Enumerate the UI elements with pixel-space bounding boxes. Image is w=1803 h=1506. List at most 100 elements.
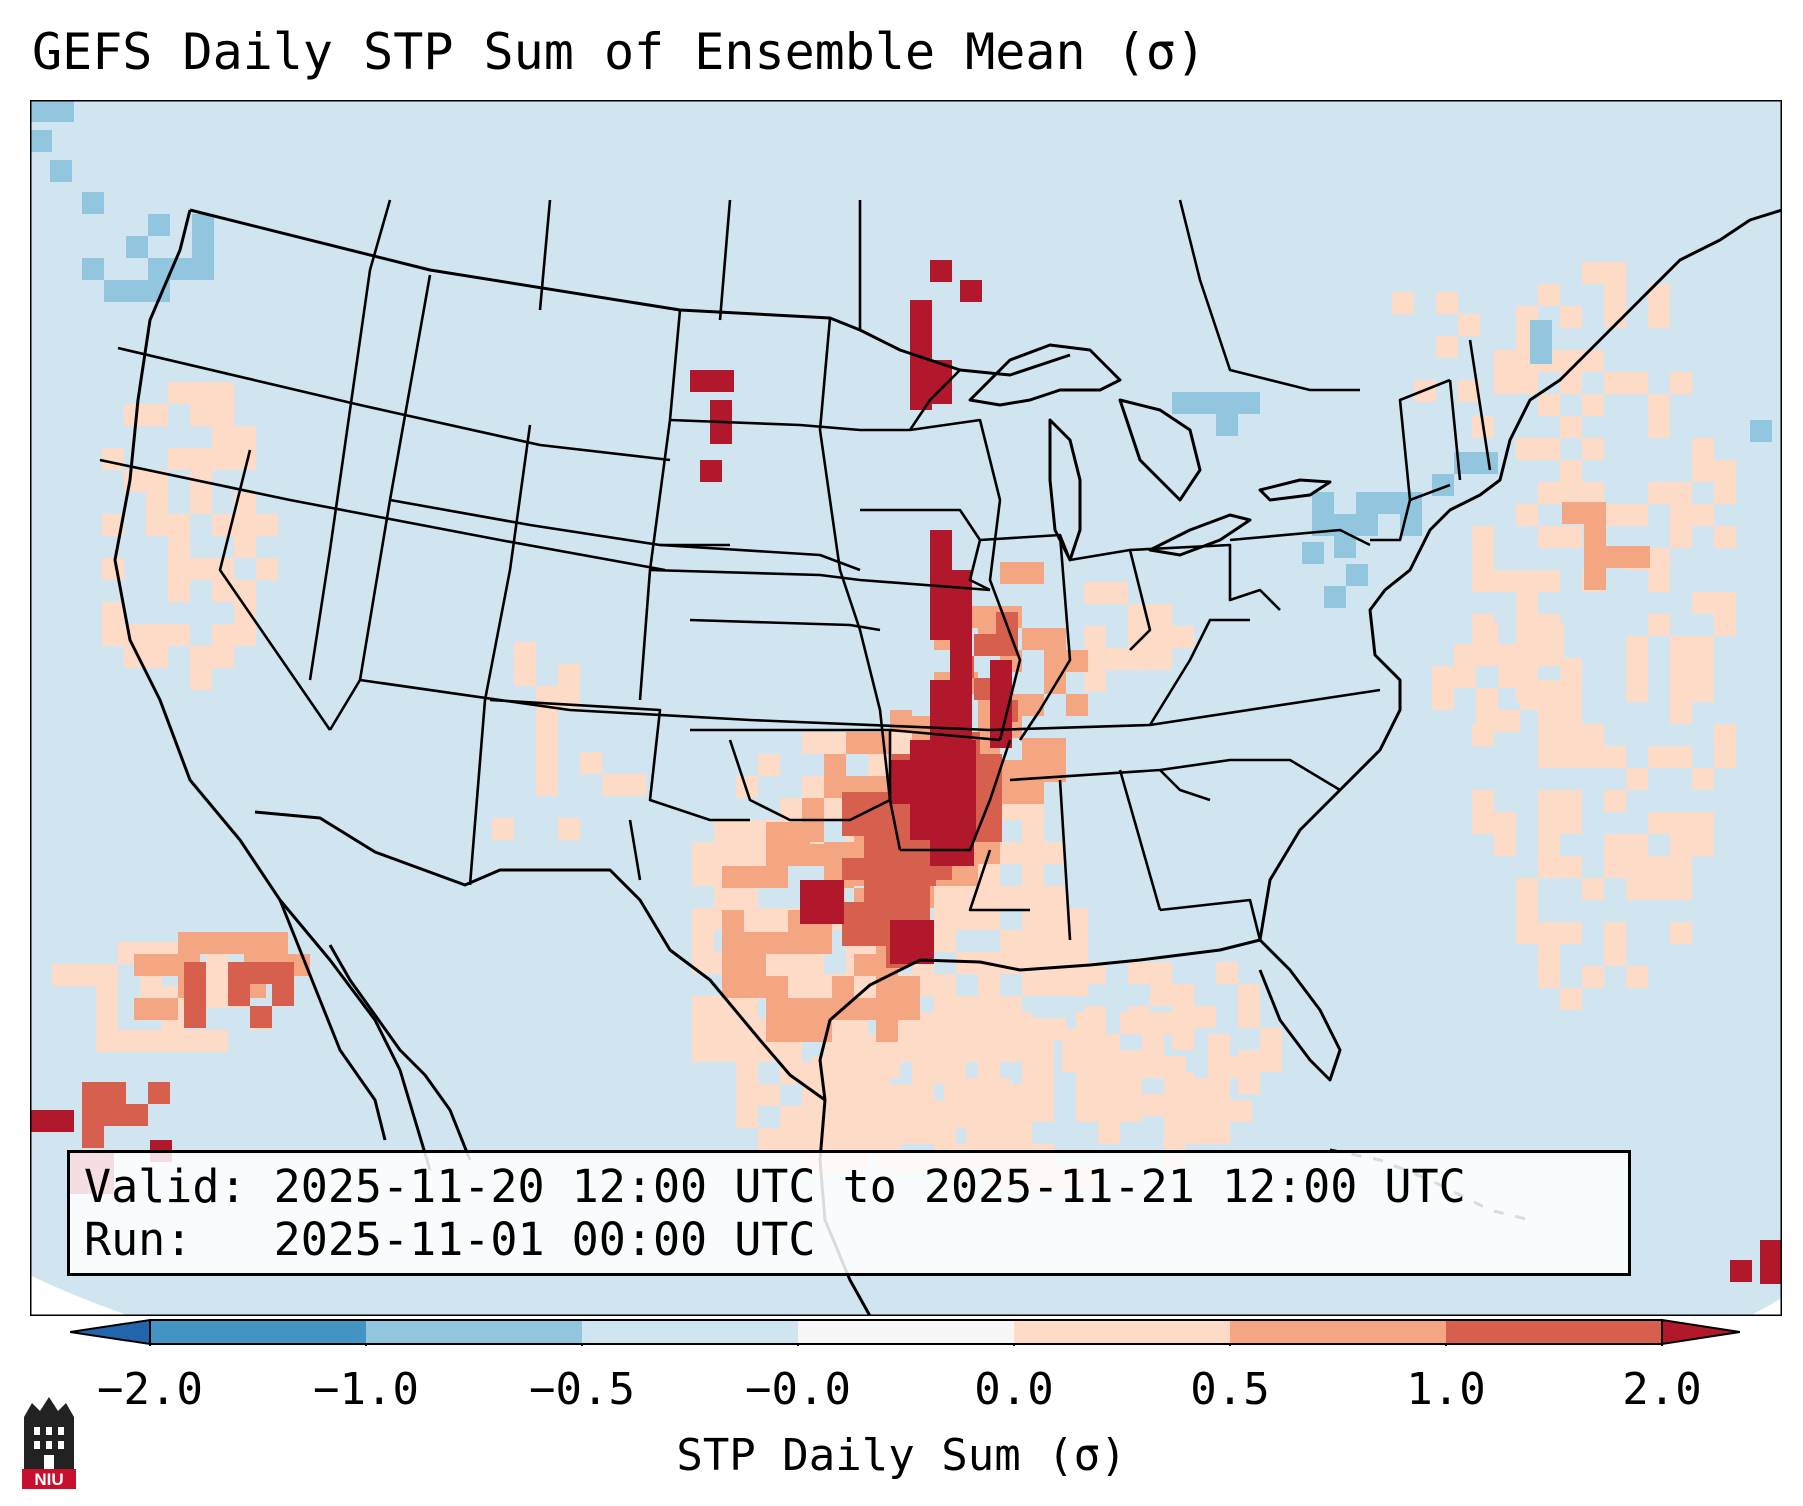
anomaly-cell: [266, 932, 288, 954]
anomaly-cell: [1044, 974, 1066, 996]
anomaly-cell: [1606, 546, 1628, 568]
anomaly-cell: [766, 998, 788, 1020]
anomaly-cell: [1730, 1260, 1752, 1282]
anomaly-cell: [234, 536, 256, 558]
anomaly-cell: [766, 932, 788, 954]
anomaly-cell: [788, 932, 810, 954]
anomaly-cell: [1044, 952, 1066, 974]
anomaly-cell: [722, 976, 744, 998]
anomaly-cell: [1022, 930, 1044, 952]
gulf-coast: [818, 938, 1342, 1101]
anomaly-cell: [1626, 636, 1648, 658]
anomaly-cell: [960, 280, 982, 302]
anomaly-cell: [492, 818, 514, 840]
colorbar-bin-2: [366, 1320, 582, 1344]
anomaly-cell: [1458, 314, 1480, 336]
anomaly-cell: [1084, 1006, 1106, 1028]
anomaly-cell: [536, 752, 558, 774]
anomaly-cell: [886, 836, 908, 858]
anomaly-cell: [1106, 1050, 1128, 1072]
anomaly-cell: [1476, 710, 1498, 732]
out-of-domain-corner: [30, 1275, 130, 1316]
anomaly-cell: [1604, 746, 1626, 768]
anomaly-cell: [190, 558, 212, 580]
anomaly-cell: [96, 986, 118, 1008]
anomaly-cell: [1670, 834, 1692, 856]
anomaly-cell: [1516, 592, 1538, 614]
anomaly-cell: [1582, 394, 1604, 416]
anomaly-cell: [944, 1100, 966, 1122]
anomaly-cell: [1538, 526, 1560, 548]
anomaly-cell: [1538, 812, 1560, 834]
anomaly-cell: [1022, 738, 1044, 760]
anomaly-cell: [908, 902, 930, 924]
anomaly-cell: [1670, 856, 1692, 878]
anomaly-cell: [744, 866, 766, 888]
anomaly-cell: [1714, 724, 1736, 746]
anomaly-cell: [1044, 930, 1066, 952]
anomaly-cell: [1604, 922, 1626, 944]
anomaly-cell: [1472, 790, 1494, 812]
anomaly-cell: [1520, 688, 1542, 710]
anomaly-cell: [102, 558, 124, 580]
colorbar-bin-3: [582, 1320, 798, 1344]
anomaly-cell: [950, 570, 972, 650]
anomaly-cell: [1128, 962, 1150, 984]
anomaly-cell: [1498, 666, 1520, 688]
anomaly-cell: [1356, 514, 1378, 536]
anomaly-cell: [824, 776, 846, 798]
pacific-coast: [113, 209, 432, 1171]
anomaly-cell: [886, 880, 908, 902]
baja-california: [278, 899, 387, 1141]
anomaly-cell: [1172, 1006, 1194, 1028]
anomaly-cell: [1062, 1028, 1084, 1050]
anomaly-cell: [1626, 966, 1648, 988]
anomaly-cell: [1066, 974, 1088, 996]
anomaly-cell: [104, 1104, 126, 1126]
anomaly-cell: [802, 1128, 824, 1150]
anomaly-cell: [876, 976, 898, 998]
anomaly-cell: [714, 1018, 736, 1040]
anomaly-cell: [1106, 582, 1128, 604]
anomaly-cell: [1432, 688, 1454, 710]
anomaly-cell: [1670, 922, 1692, 944]
anomaly-cell: [134, 954, 156, 976]
anomaly-cell: [842, 902, 864, 924]
colorbar-bin-5: [1014, 1320, 1230, 1344]
anomaly-cell: [1498, 710, 1520, 732]
anomaly-cell: [1494, 812, 1516, 834]
anomaly-cell: [1044, 650, 1066, 672]
anomaly-cell: [824, 1128, 846, 1150]
anomaly-cell: [1648, 284, 1670, 306]
anomaly-cell: [1128, 1006, 1150, 1028]
anomaly-cell: [1432, 666, 1454, 688]
anomaly-cell: [1436, 292, 1458, 314]
anomaly-cell: [842, 792, 864, 814]
anomaly-cell: [1692, 438, 1714, 460]
anomaly-cell: [1560, 988, 1582, 1010]
anomaly-cell: [1692, 768, 1714, 790]
anomaly-cell: [118, 1030, 140, 1052]
anomaly-cell: [184, 984, 206, 1006]
anomaly-cell: [212, 514, 234, 536]
anomaly-cell: [758, 908, 780, 930]
anomaly-cell: [930, 260, 952, 282]
anomaly-cell: [168, 514, 190, 536]
anomaly-cell: [1022, 974, 1044, 996]
anomaly-cell: [1582, 262, 1604, 284]
anomaly-cell: [96, 1030, 118, 1052]
anomaly-cell: [980, 820, 1002, 842]
anomaly-cell: [1604, 790, 1626, 812]
anomaly-cell: [1538, 394, 1560, 416]
anomaly-cell: [736, 842, 758, 864]
map-panel[interactable]: Valid: 2025-11-20 12:00 UTC to 2025-11-2…: [30, 100, 1782, 1316]
anomaly-cell: [146, 492, 168, 514]
anomaly-cell: [1670, 636, 1692, 658]
anomaly-cell: [206, 986, 228, 1008]
anomaly-cell: [1538, 284, 1560, 306]
anomaly-cell: [1648, 482, 1670, 504]
anomaly-cell: [1560, 350, 1582, 372]
anomaly-cell: [1032, 1056, 1054, 1078]
anomaly-cell: [74, 964, 96, 986]
anomaly-cell: [956, 908, 978, 930]
